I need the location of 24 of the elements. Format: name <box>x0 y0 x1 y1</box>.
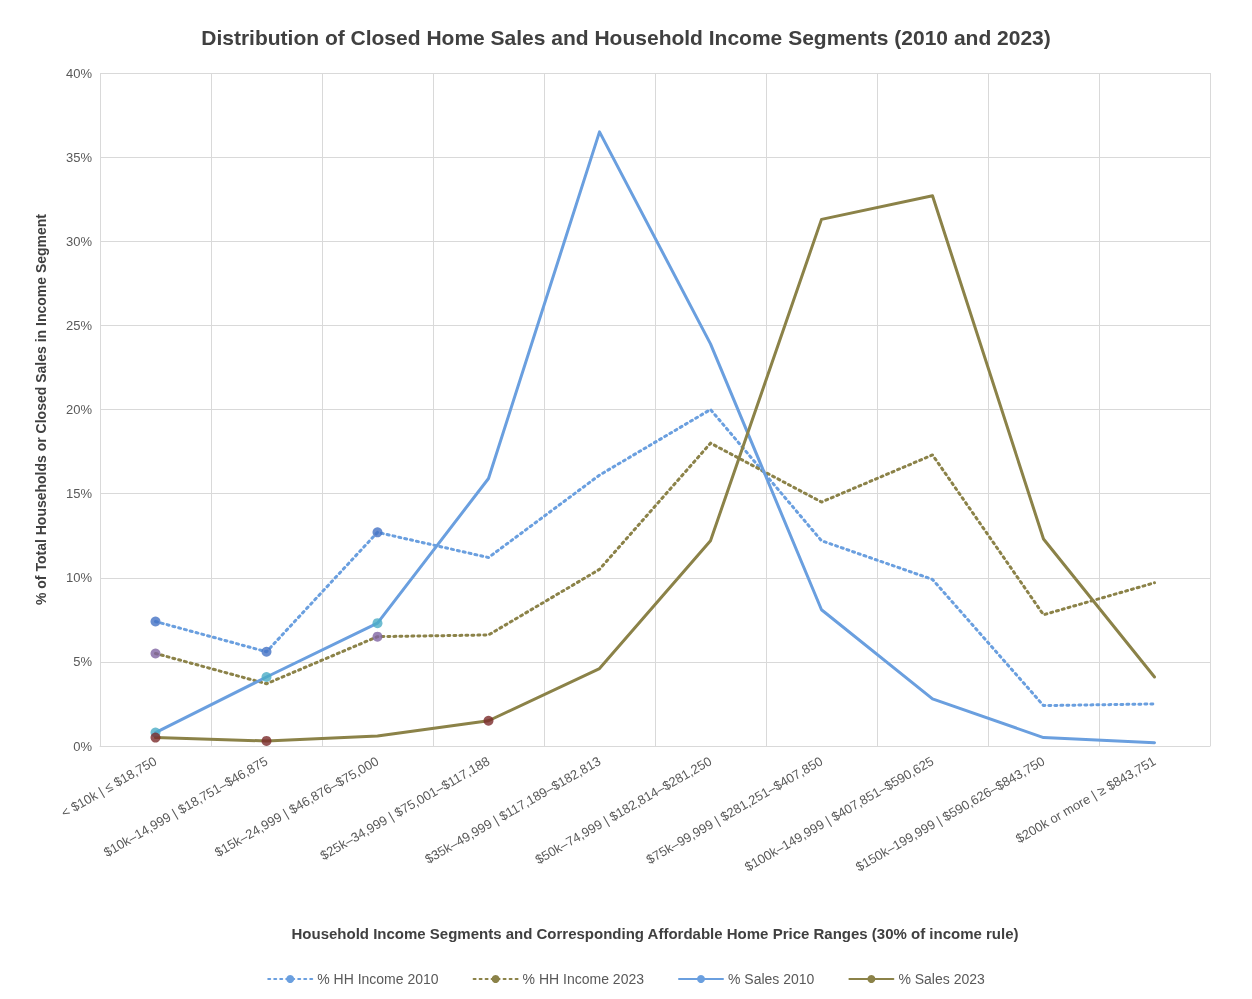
y-tick-label: 10% <box>65 570 93 586</box>
point <box>150 648 161 659</box>
point <box>261 672 272 683</box>
point <box>261 646 272 657</box>
x-axis-title: Household Income Segments and Corresponding Affordable Home Price Ranges (30% of income rule) <box>291 925 1019 942</box>
y-tick-label: 20% <box>65 402 93 417</box>
y-tick-label: 0% <box>73 738 93 754</box>
y-tick-label: 40% <box>65 65 93 81</box>
point <box>150 616 161 627</box>
legend-label: % Sales 2023 <box>898 971 985 987</box>
point <box>150 732 161 743</box>
y-tick-label: 5% <box>73 654 93 670</box>
y-tick-label: 25% <box>65 317 93 333</box>
legend-label: % HH Income 2023 <box>522 971 645 987</box>
point <box>372 527 383 538</box>
y-tick-label: 35% <box>65 149 93 165</box>
y-tick-label: 15% <box>65 486 93 502</box>
point <box>372 618 383 629</box>
legend-label: % Sales 2010 <box>728 971 815 987</box>
y-tick-label: 30% <box>65 233 93 249</box>
legend-label: % HH Income 2010 <box>317 971 439 987</box>
point <box>261 735 272 746</box>
chart-title: Distribution of Closed Home Sales and Household Income Segments (2010 and 2023) <box>201 26 1051 49</box>
y-axis-title: % of Total Households or Closed Sales in Income Segment <box>33 213 49 606</box>
